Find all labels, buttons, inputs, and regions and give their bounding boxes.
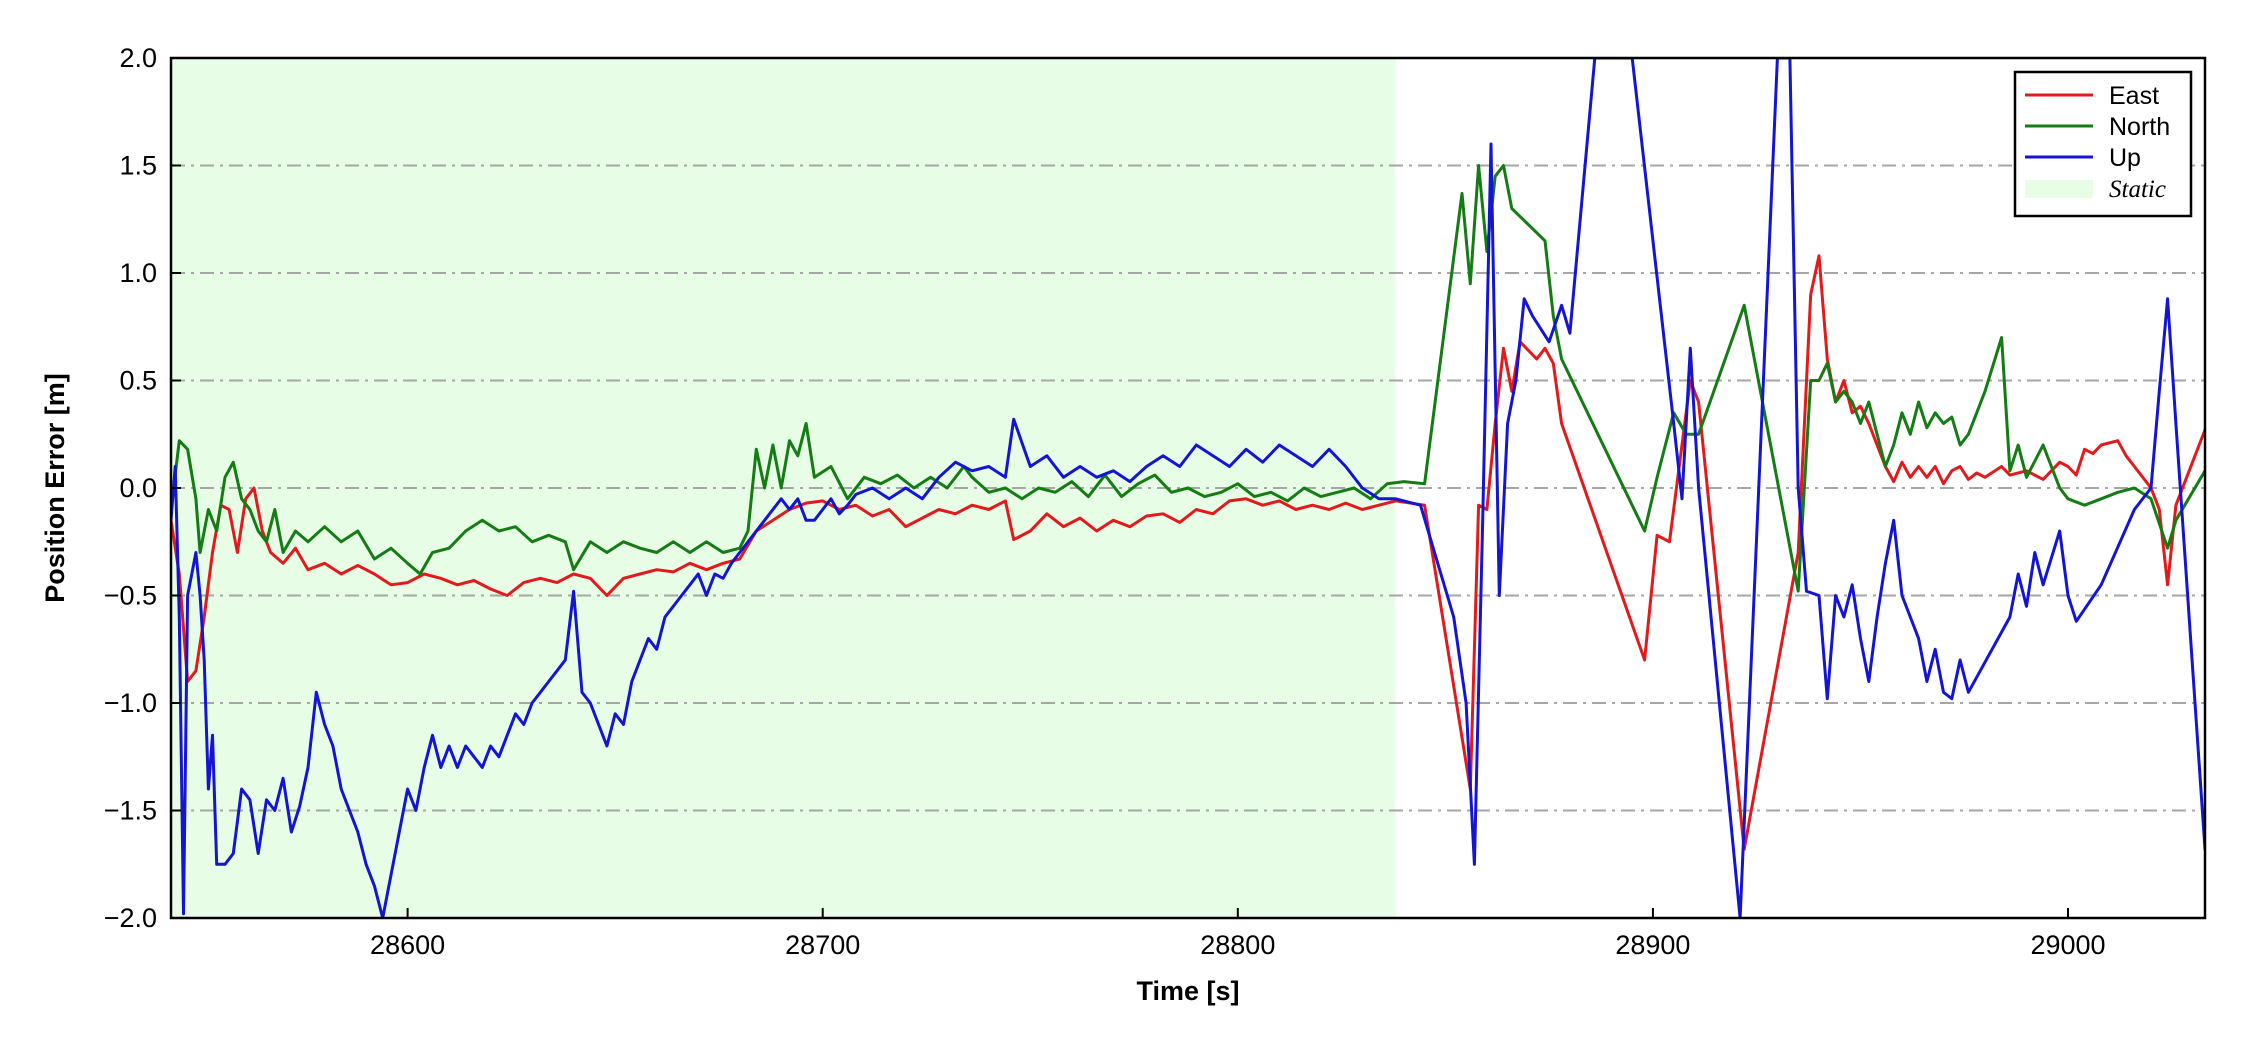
- series-line-north: [171, 164, 2205, 593]
- series-line-up: [171, 58, 2205, 918]
- series-group: [171, 58, 2205, 918]
- y-axis-label: Position Error [m]: [40, 373, 70, 603]
- x-tick-label-3: 28900: [1615, 930, 1690, 960]
- y-tick-labels: −2.0 −1.5 −1.0 −0.5 0.0 0.5 1.0 1.5 2.0: [104, 43, 157, 933]
- x-axis-label: Time [s]: [1136, 976, 1239, 1006]
- y-tick-label-4: 0.0: [119, 473, 157, 503]
- y-tick-label-2: −1.0: [104, 688, 157, 718]
- y-tick-label-1: −1.5: [104, 796, 157, 826]
- x-tick-label-0: 28600: [370, 930, 445, 960]
- x-tick-label-2: 28800: [1200, 930, 1275, 960]
- y-tick-label-5: 0.5: [119, 366, 157, 396]
- legend-label-static: Static: [2109, 176, 2166, 203]
- x-tick-labels: 28600 28700 28800 28900 29000: [370, 930, 2106, 960]
- y-tick-label-8: 2.0: [119, 43, 157, 73]
- axis-ticks: [171, 57, 2070, 919]
- legend-label-north: North: [2109, 113, 2170, 141]
- y-tick-label-0: −2.0: [104, 903, 157, 933]
- x-tick-label-4: 29000: [2030, 930, 2105, 960]
- legend: East North Up Static: [2013, 70, 2193, 218]
- y-tick-label-7: 1.5: [119, 151, 157, 181]
- legend-label-up: Up: [2109, 144, 2141, 172]
- y-tick-label-3: −0.5: [104, 581, 157, 611]
- series-line-east: [171, 254, 2205, 851]
- x-tick-label-1: 28700: [785, 930, 860, 960]
- legend-label-east: East: [2109, 82, 2159, 110]
- legend-swatch-static: [2025, 180, 2093, 198]
- grid-lines: [171, 164, 2205, 812]
- y-tick-label-6: 1.0: [119, 258, 157, 288]
